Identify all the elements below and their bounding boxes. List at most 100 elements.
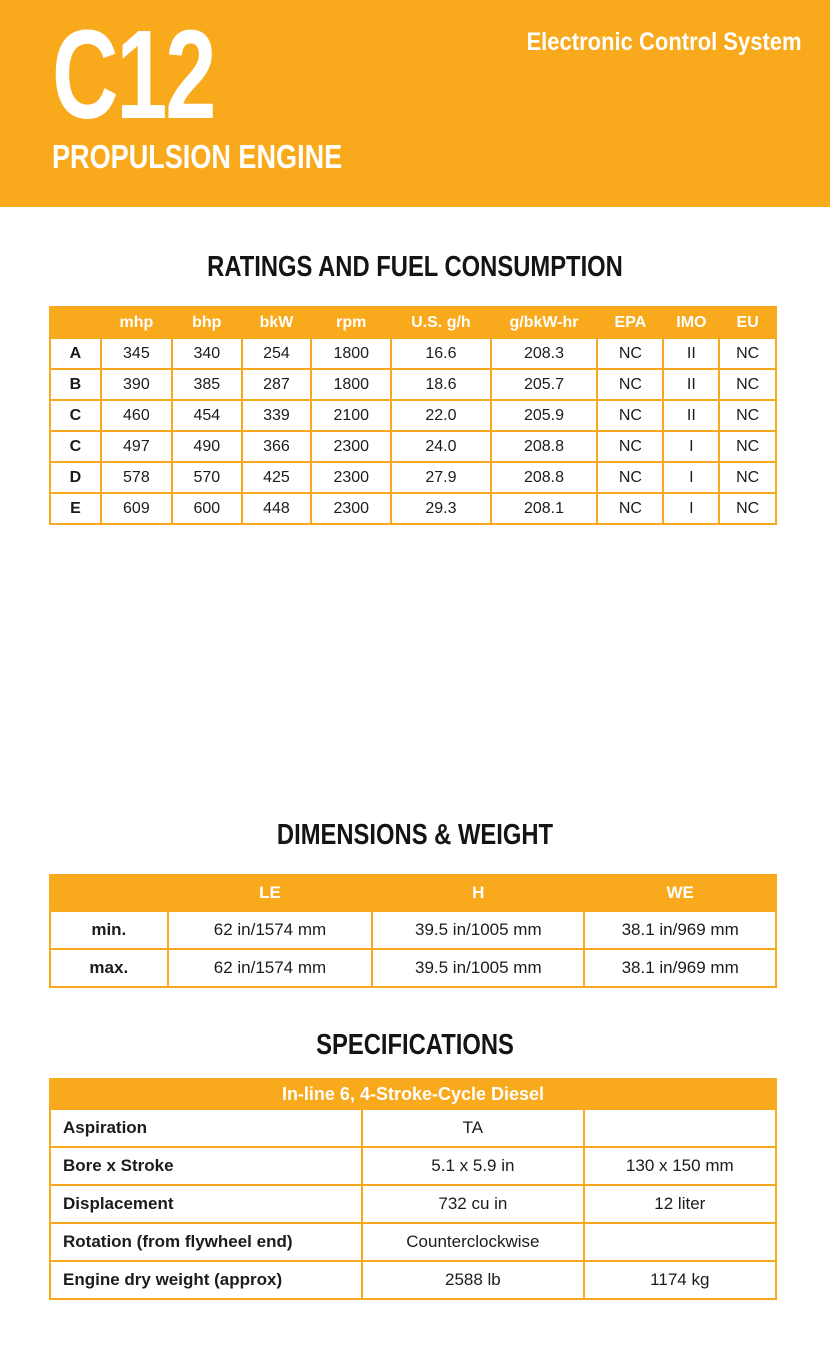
ratings-row-label: C [49, 430, 102, 463]
specifications-row-label: Engine dry weight (approx) [48, 1260, 364, 1300]
specifications-value-cell: 130 x 150 mm [582, 1146, 778, 1186]
ratings-cell: NC [596, 430, 665, 463]
specifications-table-header: In-line 6, 4-Stroke-Cycle Diesel [49, 1078, 777, 1110]
ratings-row: A 345 340 254 1800 16.6 208.3 NC II NC [49, 337, 777, 370]
ratings-cell: 287 [240, 368, 313, 401]
ratings-row-label: A [49, 337, 102, 370]
ratings-cell: 570 [170, 461, 243, 494]
ratings-row-label: C [49, 399, 102, 432]
specifications-value-cell: 1174 kg [582, 1260, 778, 1300]
specifications-row: Rotation (from flywheel end) Counterclock… [48, 1222, 778, 1262]
specifications-value-cell: TA [361, 1108, 585, 1148]
dimensions-row: max. 62 in/1574 mm 39.5 in/1005 mm 38.1 in/… [49, 948, 777, 988]
dimensions-header-cell: H [371, 874, 586, 912]
ratings-table: mhp bhp bkW rpm U.S. g/h g/bkW-hr EPA IMO EU A 34… [49, 306, 777, 525]
dimensions-header-cell: WE [583, 874, 777, 912]
ratings-cell: 345 [99, 337, 173, 370]
ratings-cell: 425 [240, 461, 313, 494]
ratings-header-cell [49, 306, 102, 339]
specifications-row-label: Displacement [48, 1184, 364, 1224]
ratings-cell: 339 [240, 399, 313, 432]
specifications-value-cell: 732 cu in [361, 1184, 585, 1224]
ratings-row-label: D [49, 461, 102, 494]
specifications-value-cell: 12 liter [582, 1184, 778, 1224]
ratings-cell: 208.8 [489, 430, 599, 463]
ratings-cell: NC [596, 337, 665, 370]
ratings-cell: 22.0 [390, 399, 492, 432]
specifications-row: Bore x Stroke 5.1 x 5.9 in 130 x 150 mm [48, 1146, 778, 1186]
ratings-cell: 366 [240, 430, 313, 463]
ratings-header-cell: IMO [662, 306, 721, 339]
ratings-cell: II [662, 337, 721, 370]
specifications-row-label: Aspiration [48, 1108, 364, 1148]
ratings-cell: 390 [99, 368, 173, 401]
ratings-cell: 448 [240, 492, 313, 525]
ratings-cell: NC [718, 399, 777, 432]
ratings-section-title: RATINGS AND FUEL CONSUMPTION [207, 251, 623, 283]
ratings-cell: 460 [99, 399, 173, 432]
ratings-cell: NC [596, 399, 665, 432]
ratings-cell: 2300 [310, 430, 393, 463]
dimensions-header-cell [49, 874, 169, 912]
ratings-cell: 208.3 [489, 337, 599, 370]
dimensions-cell: 38.1 in/969 mm [583, 910, 777, 950]
ratings-row-label: B [49, 368, 102, 401]
engine-model-title: C12 [52, 4, 216, 145]
ratings-cell: NC [718, 368, 777, 401]
ratings-cell: I [662, 492, 721, 525]
specifications-value-cell [582, 1222, 778, 1262]
dimensions-row-label: max. [49, 948, 169, 988]
ratings-cell: 490 [170, 430, 243, 463]
ratings-cell: 16.6 [390, 337, 492, 370]
ratings-header-cell: EU [718, 306, 777, 339]
ratings-row: D 578 570 425 2300 27.9 208.8 NC I NC [49, 461, 777, 494]
ratings-cell: NC [596, 368, 665, 401]
dimensions-cell: 62 in/1574 mm [166, 948, 374, 988]
ratings-cell: I [662, 461, 721, 494]
dimensions-cell: 62 in/1574 mm [166, 910, 374, 950]
dimensions-cell: 39.5 in/1005 mm [371, 948, 586, 988]
specifications-header-row: In-line 6, 4-Stroke-Cycle Diesel [49, 1078, 777, 1110]
ratings-cell: II [662, 368, 721, 401]
ratings-cell: 1800 [310, 337, 393, 370]
ratings-cell: 454 [170, 399, 243, 432]
ratings-header-cell: mhp [99, 306, 173, 339]
specifications-section-title: SPECIFICATIONS [316, 1029, 514, 1061]
ratings-header-cell: g/bkW-hr [489, 306, 599, 339]
dimensions-row: min. 62 in/1574 mm 39.5 in/1005 mm 38.1 in/… [49, 910, 777, 950]
ratings-cell: 24.0 [390, 430, 492, 463]
ratings-header-row: mhp bhp bkW rpm U.S. g/h g/bkW-hr EPA IMO EU [49, 306, 777, 339]
dimensions-header-row: LE H WE [49, 874, 777, 912]
dimensions-cell: 39.5 in/1005 mm [371, 910, 586, 950]
specifications-row: Displacement 732 cu in 12 liter [48, 1184, 778, 1224]
ratings-row: B 390 385 287 1800 18.6 205.7 NC II NC [49, 368, 777, 401]
masthead: C12 Electronic Control System PROPULSION… [0, 0, 830, 207]
ratings-header-cell: U.S. g/h [390, 306, 492, 339]
ratings-cell: 27.9 [390, 461, 492, 494]
dimensions-header-cell: LE [166, 874, 374, 912]
ratings-cell: NC [718, 337, 777, 370]
ratings-header-cell: bkW [240, 306, 313, 339]
ratings-cell: 609 [99, 492, 173, 525]
ratings-cell: NC [718, 461, 777, 494]
dimensions-row-label: min. [49, 910, 169, 950]
propulsion-engine-label: PROPULSION ENGINE [52, 138, 343, 175]
ratings-cell: 18.6 [390, 368, 492, 401]
dimensions-table: LE H WE min. 62 in/1574 mm 39.5 in/1005 mm 38… [49, 874, 777, 988]
specifications-value-cell: Counterclockwise [361, 1222, 585, 1262]
ratings-row: C 497 490 366 2300 24.0 208.8 NC I NC [49, 430, 777, 463]
ratings-header-cell: rpm [310, 306, 393, 339]
ratings-cell: NC [596, 492, 665, 525]
ratings-cell: 497 [99, 430, 173, 463]
ratings-cell: 205.9 [489, 399, 599, 432]
dimensions-section: DIMENSIONS & WEIGHT LE H WE min. 62 in/1574… [0, 818, 830, 988]
specifications-row-label: Bore x Stroke [48, 1146, 364, 1186]
dimensions-section-title: DIMENSIONS & WEIGHT [276, 819, 554, 851]
specifications-section: SPECIFICATIONS In-line 6, 4-Stroke-Cycle… [0, 1028, 830, 1300]
ratings-row: E 609 600 448 2300 29.3 208.1 NC I NC [49, 492, 777, 525]
ratings-cell: 600 [170, 492, 243, 525]
ratings-cell: 1800 [310, 368, 393, 401]
ratings-cell: I [662, 430, 721, 463]
electronic-control-system-label: Electronic Control System [526, 28, 802, 56]
ratings-cell: 2300 [310, 492, 393, 525]
